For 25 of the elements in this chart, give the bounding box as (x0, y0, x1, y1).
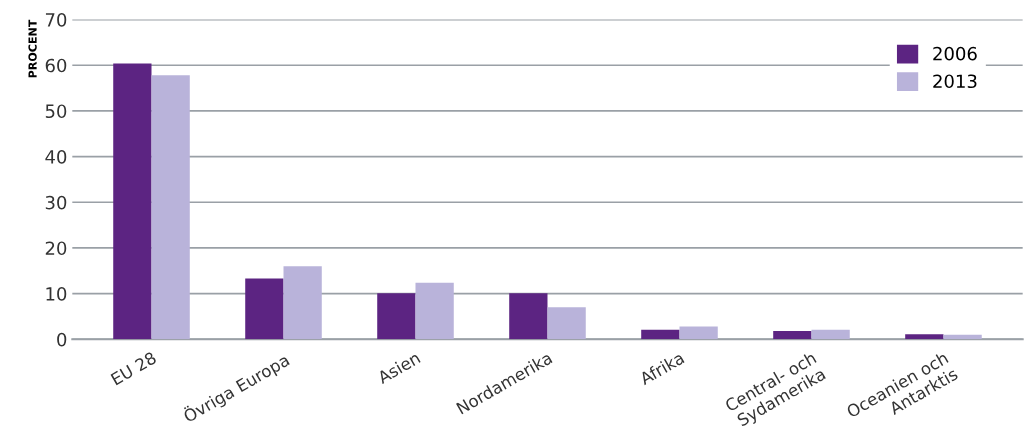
y-tick-label: 50 (45, 104, 67, 119)
y-tick-label: 10 (46, 287, 67, 301)
bar (547, 307, 586, 340)
bar (113, 63, 152, 340)
bar (245, 278, 284, 340)
y-tick-label: 20 (45, 241, 67, 256)
y-tick-label: 0 (57, 332, 67, 347)
bar (773, 331, 812, 340)
legend-label: 2013 (933, 74, 977, 89)
bar (377, 293, 416, 340)
bar (283, 266, 322, 340)
bar (151, 75, 190, 340)
bar (905, 334, 944, 340)
x-tick-label: EU 28 (110, 351, 157, 386)
y-tick-label: 30 (45, 195, 67, 210)
legend-label: 2006 (933, 46, 977, 61)
bar (509, 293, 548, 340)
y-tick-label: 40 (45, 150, 67, 164)
y-axis-title: PROCENT (28, 19, 37, 78)
y-tick-label: 70 (45, 13, 67, 27)
bar (415, 282, 454, 340)
bar (641, 329, 680, 340)
bar (679, 326, 718, 340)
y-tick-label: 60 (45, 58, 67, 73)
bar (811, 329, 850, 340)
